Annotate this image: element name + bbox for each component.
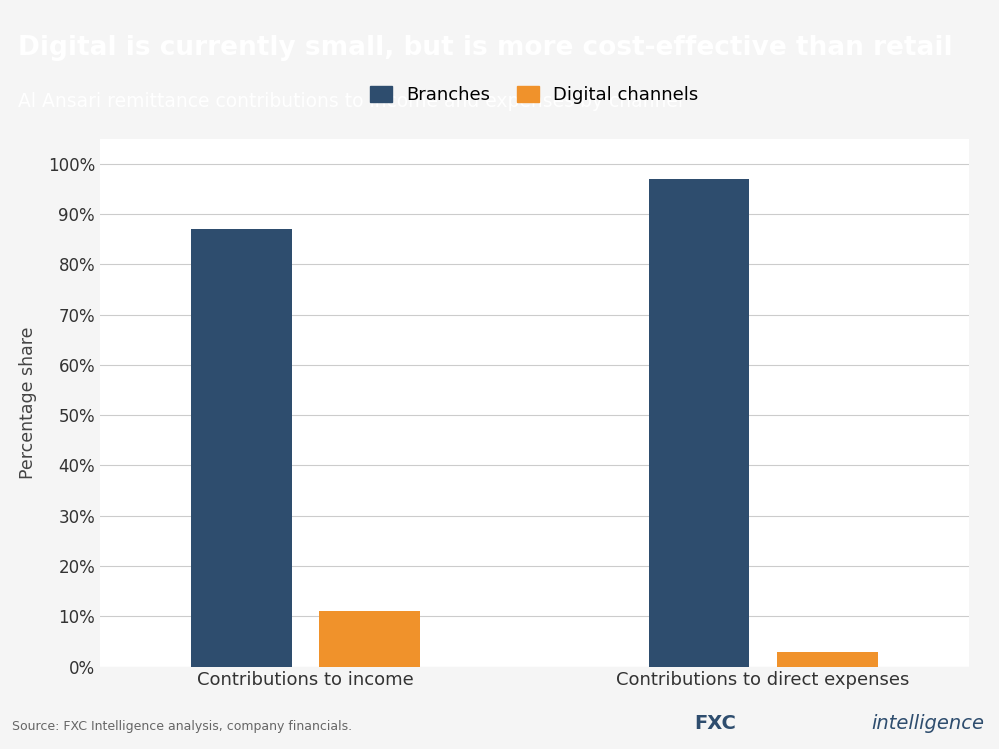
Text: intelligence: intelligence [871,714,984,733]
Bar [777,652,877,667]
Y-axis label: Percentage share: Percentage share [19,327,37,479]
Bar [320,611,421,667]
Legend: Branches, Digital channels: Branches, Digital channels [363,79,706,112]
Text: Source: FXC Intelligence analysis, company financials.: Source: FXC Intelligence analysis, compa… [12,720,352,733]
Text: Digital is currently small, but is more cost-effective than retail: Digital is currently small, but is more … [18,35,953,61]
Bar [192,229,292,667]
Text: Al Ansari remittance contributions to income and expenses by channel: Al Ansari remittance contributions to in… [18,92,683,111]
Bar [648,179,749,667]
Text: FXC: FXC [694,714,736,733]
